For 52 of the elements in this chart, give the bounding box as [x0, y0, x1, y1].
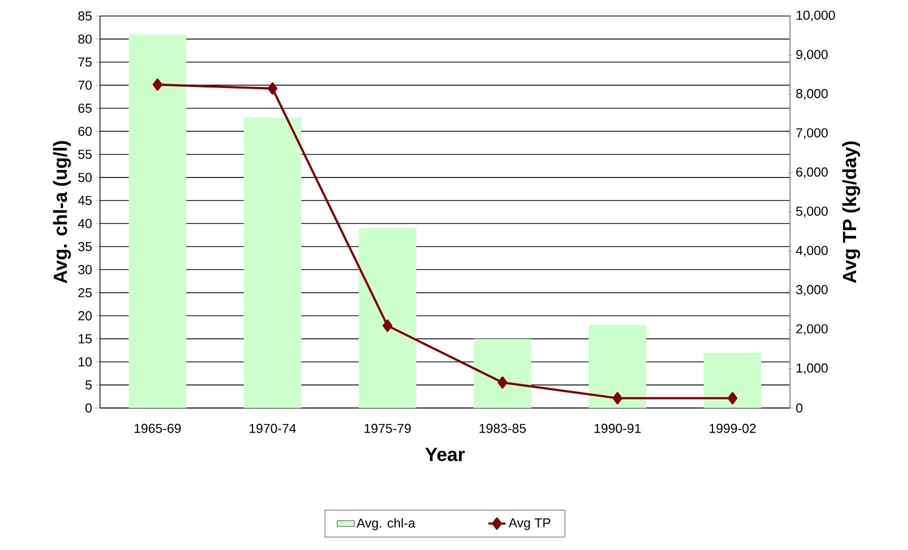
- x-axis-title: Year: [425, 448, 465, 462]
- y2-tick-label: 10,000: [796, 10, 835, 22]
- y2-tick-label: 3,000: [796, 285, 828, 296]
- bar: [358, 228, 416, 408]
- x-tick-label: 1970-74: [250, 424, 296, 434]
- y-tick-label: 65: [78, 104, 92, 113]
- bar: [704, 352, 762, 408]
- y-tick-label: 10: [78, 357, 92, 366]
- y-axis-title: Avg. chl-a (ug/l): [53, 141, 71, 284]
- y-tick-label: 50: [78, 172, 92, 182]
- x-tick-label: 1990-91: [594, 424, 641, 434]
- bar: [474, 338, 532, 408]
- x-tick-label: 1965-69: [134, 424, 181, 434]
- y2-tick-label: 0: [796, 403, 802, 413]
- y-tick-label: 85: [78, 11, 92, 21]
- y-tick-label: 5: [85, 380, 92, 390]
- y2-axis-title: Avg TP (kg/day): [842, 142, 860, 283]
- point: [498, 376, 508, 389]
- y-tick-label: 30: [78, 265, 92, 274]
- y-tick-label: 70: [78, 80, 92, 90]
- y2-tick-label: 5,000: [796, 206, 828, 218]
- x-tick-label: 1983-85: [480, 424, 526, 434]
- legend-label: Avg TP: [508, 518, 550, 530]
- y2-tick-label: 9,000: [796, 50, 828, 61]
- y2-tick-label: 1,000: [796, 363, 828, 374]
- y2-tick-label: 2,000: [796, 324, 828, 335]
- x-tick-label: 1999-02: [710, 424, 756, 434]
- x-tick-label: 1975-79: [364, 424, 411, 434]
- y2-tick-label: 7,000: [796, 128, 828, 139]
- point: [268, 82, 278, 95]
- point: [382, 320, 392, 332]
- y-tick-label: 40: [78, 218, 92, 228]
- y-tick-label: 15: [78, 334, 92, 344]
- point: [728, 392, 738, 404]
- bar: [128, 34, 186, 408]
- bar: [244, 117, 302, 408]
- y-tick-label: 45: [78, 196, 92, 206]
- y-tick-label: 80: [78, 34, 92, 44]
- y2-tick-label: 8,000: [796, 89, 828, 100]
- y-tick-label: 20: [78, 311, 92, 320]
- point: [152, 78, 162, 91]
- y-tick-label: 75: [78, 58, 92, 67]
- y2-tick-label: 4,000: [796, 246, 828, 257]
- y-tick-label: 0: [85, 403, 92, 413]
- y-tick-label: 25: [78, 288, 92, 298]
- y2-tick-label: 6,000: [796, 167, 828, 178]
- point: [612, 392, 622, 404]
- legend-label: Avg. chl-a: [356, 518, 416, 530]
- y-tick-label: 60: [78, 126, 92, 136]
- bar: [588, 324, 646, 408]
- y-tick-label: 55: [78, 150, 92, 159]
- y-tick-label: 35: [78, 242, 92, 252]
